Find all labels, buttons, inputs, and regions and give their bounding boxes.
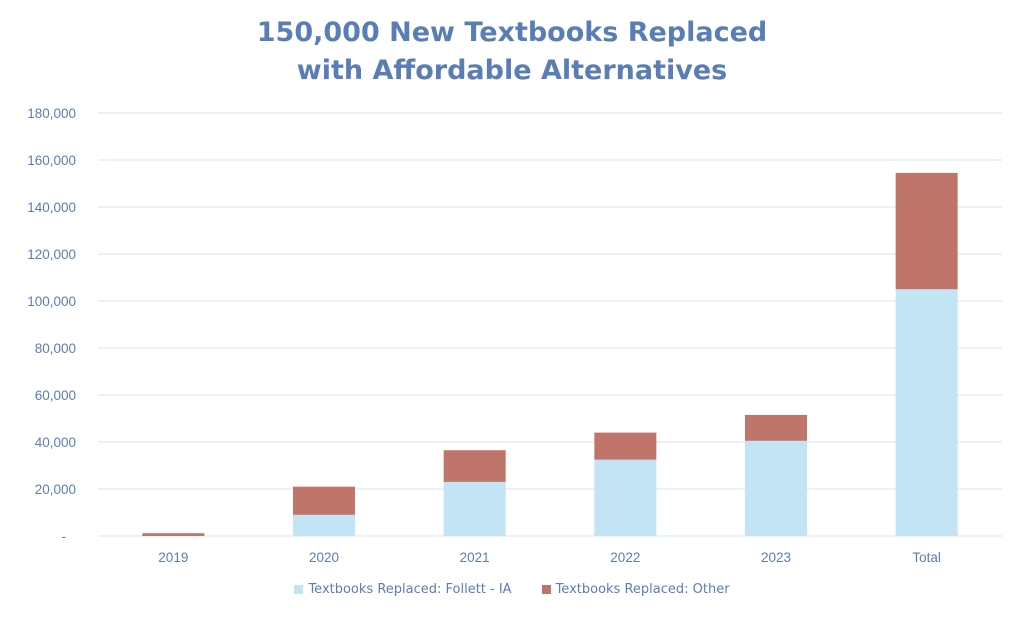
- bar-total-series-1: [895, 172, 958, 290]
- legend-label-follett: Textbooks Replaced: Follett - IA: [308, 582, 512, 597]
- y-tick-label: 40,000: [35, 435, 76, 450]
- bar-2023-series-1: [745, 414, 807, 441]
- y-tick-label: 140,000: [27, 200, 76, 215]
- y-axis-tick-labels: - 20,000 40,000 60,000 80,000 100,000 120,000 1…: [27, 106, 76, 544]
- legend: Textbooks Replaced: Follett - IA Textboo…: [0, 582, 1024, 597]
- bar-2020-series-1: [293, 486, 355, 515]
- gridlines: [98, 112, 1002, 537]
- x-tick-label: 2020: [309, 550, 339, 565]
- bar-2022-series-0: [594, 459, 657, 536]
- bars: [142, 172, 958, 536]
- y-tick-label: 20,000: [35, 482, 76, 497]
- y-tick-label: 80,000: [35, 341, 76, 356]
- x-tick-label: 2021: [460, 550, 490, 565]
- legend-item-other: Textbooks Replaced: Other: [541, 582, 730, 597]
- bar-2021-series-1: [443, 450, 506, 482]
- legend-item-follett: Textbooks Replaced: Follett - IA: [294, 582, 512, 597]
- y-tick-label: 100,000: [27, 294, 76, 309]
- y-tick-label: 60,000: [35, 388, 76, 403]
- bar-total-series-0: [895, 289, 958, 536]
- legend-swatch-other: [541, 585, 551, 594]
- bar-2021-series-0: [443, 481, 506, 536]
- chart-title: 150,000 New Textbooks Replaced with Affo…: [0, 14, 1024, 90]
- x-axis-tick-labels: 2019 2020 2021 2022 2023 Total: [158, 550, 941, 565]
- y-tick-label: -: [62, 529, 67, 544]
- chart-title-line-1: 150,000 New Textbooks Replaced: [256, 17, 768, 48]
- legend-label-other: Textbooks Replaced: Other: [555, 582, 730, 597]
- y-tick-label: 180,000: [27, 106, 76, 121]
- bar-2019-series-1: [142, 533, 205, 536]
- y-tick-label: 160,000: [27, 153, 76, 168]
- x-tick-label: 2022: [610, 550, 640, 565]
- chart-title-line-2: with Affordable Alternatives: [296, 55, 728, 86]
- bar-2023-series-0: [745, 440, 807, 536]
- bar-2020-series-0: [293, 514, 355, 536]
- y-tick-label: 120,000: [27, 247, 76, 262]
- x-tick-label: 2023: [761, 550, 791, 565]
- x-tick-label: 2019: [158, 550, 188, 565]
- legend-swatch-follett: [294, 585, 304, 594]
- x-tick-label: Total: [912, 550, 941, 565]
- bar-2022-series-1: [594, 432, 657, 460]
